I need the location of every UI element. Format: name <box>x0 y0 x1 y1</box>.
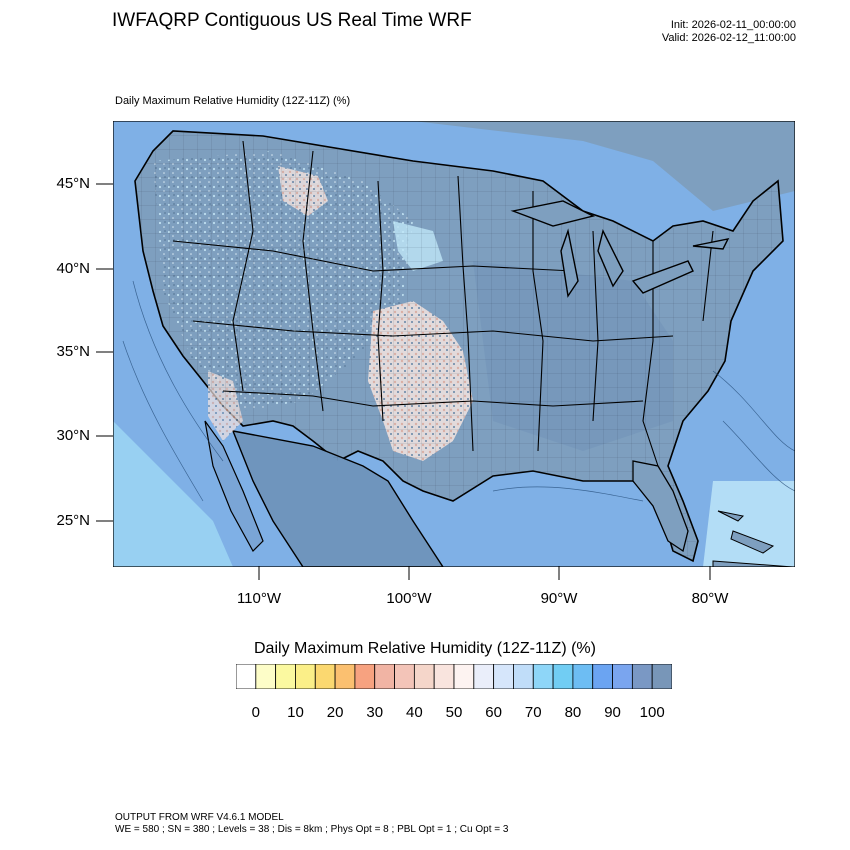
valid-time: Valid: 2026-02-12_11:00:00 <box>661 32 796 44</box>
lon-label-110w: 110°W <box>236 590 282 607</box>
colorbar-label: 50 <box>445 704 463 721</box>
init-time: Init: 2026-02-11_00:00:00 <box>670 19 796 31</box>
canada-region <box>113 121 795 211</box>
lat-label-25n: 25°N <box>56 512 90 529</box>
colorbar-label: 90 <box>604 704 621 721</box>
colorbar-swatch <box>453 664 475 689</box>
colorbar-label: 30 <box>366 704 384 721</box>
colorbar-swatch <box>493 664 514 689</box>
lat-ticks <box>96 183 113 522</box>
colorbar-swatch <box>532 664 554 689</box>
colorbar <box>236 664 672 689</box>
colorbar-swatch <box>552 664 574 689</box>
lon-label-90w: 90°W <box>540 590 578 607</box>
lon-label-80w: 80°W <box>691 590 729 607</box>
colorbar-swatch <box>354 664 376 689</box>
lat-label-30n: 30°N <box>56 427 90 444</box>
lat-label-40n: 40°N <box>56 260 90 277</box>
model-footer: OUTPUT FROM WRF V4.6.1 MODEL WE = 580 ; … <box>115 812 508 836</box>
footer-line-1: OUTPUT FROM WRF V4.6.1 MODEL <box>115 812 284 823</box>
colorbar-swatch <box>413 664 435 689</box>
great-lakes <box>510 200 730 298</box>
colorbar-swatch <box>314 664 336 689</box>
colorbar-swatch <box>374 664 395 689</box>
colorbar-swatch <box>513 664 534 689</box>
colorbar-label: 0 <box>251 704 260 721</box>
ocean-contours <box>122 280 795 502</box>
colorbar-label: 40 <box>406 704 423 721</box>
colorbar-label: 80 <box>564 704 582 721</box>
colorbar-swatch <box>334 664 356 689</box>
caribbean-islands <box>712 510 794 567</box>
colorbar-swatch <box>612 664 633 689</box>
colorbar-swatch <box>255 664 277 689</box>
run-times: Init: 2026-02-11_00:00:00 Valid: 2026-02… <box>662 19 796 45</box>
florida <box>632 460 689 553</box>
colorbar-swatch <box>572 664 594 689</box>
colorbar-label: 70 <box>524 704 542 721</box>
colorbar-label: 10 <box>287 704 304 721</box>
baja-peninsula <box>204 420 264 552</box>
state-boundaries <box>172 140 714 467</box>
colorbar-swatch <box>394 664 415 689</box>
lat-label-35n: 35°N <box>56 343 90 360</box>
colorbar-swatch <box>236 664 257 689</box>
pacific-light-band <box>113 421 233 567</box>
lat-label-45n: 45°N <box>56 175 90 192</box>
colorbar-swatch <box>275 664 296 689</box>
colorbar-title: Daily Maximum Relative Humidity (12Z-11Z… <box>254 640 596 657</box>
colorbar-swatch <box>473 664 495 689</box>
plot-subtitle: Daily Maximum Relative Humidity (12Z-11Z… <box>115 95 351 107</box>
colorbar-swatch <box>433 664 455 689</box>
page-title: IWFAQRP Contiguous US Real Time WRF <box>112 10 472 31</box>
colorbar-swatch <box>631 664 653 689</box>
colorbar-swatch <box>592 664 613 689</box>
lon-ticks <box>258 566 711 580</box>
colorbar-swatch <box>651 664 672 689</box>
colorbar-swatch <box>295 664 316 689</box>
colorbar-label: 20 <box>326 704 344 721</box>
colorbar-label: 100 <box>639 704 665 721</box>
colorbar-label: 60 <box>485 704 502 721</box>
lon-label-100w: 100°W <box>386 590 432 607</box>
footer-line-2: WE = 580 ; SN = 380 ; Levels = 38 ; Dis … <box>115 824 509 835</box>
caribbean-light-band <box>703 481 795 567</box>
humidity-map <box>113 121 795 567</box>
